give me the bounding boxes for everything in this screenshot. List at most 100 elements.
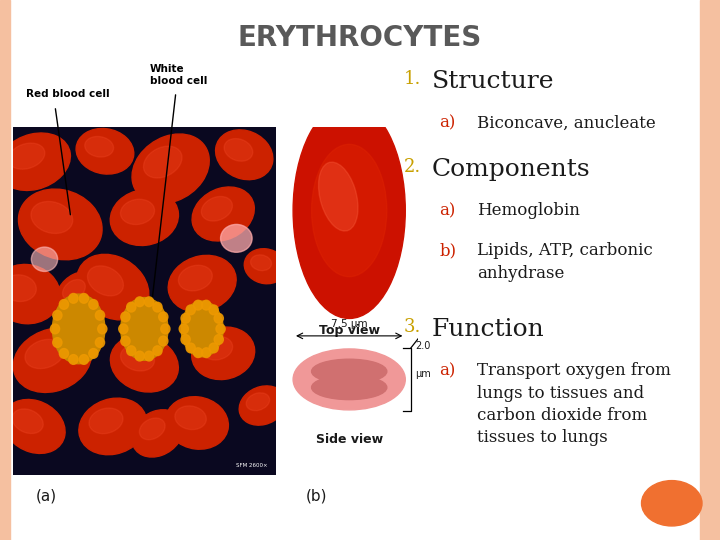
Ellipse shape xyxy=(95,310,104,320)
Ellipse shape xyxy=(192,187,254,241)
Ellipse shape xyxy=(110,190,179,246)
Text: Top view: Top view xyxy=(319,323,379,336)
Ellipse shape xyxy=(76,129,134,174)
Text: 2.: 2. xyxy=(404,158,421,176)
Text: a): a) xyxy=(439,202,456,219)
Ellipse shape xyxy=(293,103,405,319)
Ellipse shape xyxy=(161,324,170,334)
Ellipse shape xyxy=(201,336,233,360)
Text: a): a) xyxy=(439,114,456,131)
Ellipse shape xyxy=(63,280,85,300)
Text: Hemoglobin: Hemoglobin xyxy=(477,202,580,219)
Ellipse shape xyxy=(53,294,105,364)
Ellipse shape xyxy=(32,247,58,272)
Text: Components: Components xyxy=(432,158,590,181)
Text: 2.0: 2.0 xyxy=(415,341,431,351)
Ellipse shape xyxy=(9,143,45,169)
Ellipse shape xyxy=(121,298,168,360)
Ellipse shape xyxy=(179,324,189,334)
Ellipse shape xyxy=(0,265,60,324)
Ellipse shape xyxy=(209,343,218,353)
Text: a): a) xyxy=(439,362,456,379)
Ellipse shape xyxy=(50,324,60,334)
Ellipse shape xyxy=(132,410,184,457)
Ellipse shape xyxy=(318,162,358,231)
Ellipse shape xyxy=(59,300,68,309)
Text: Lipids, ATP, carbonic
anhydrase: Lipids, ATP, carbonic anhydrase xyxy=(477,242,653,282)
Ellipse shape xyxy=(132,134,210,204)
Ellipse shape xyxy=(186,343,195,353)
Ellipse shape xyxy=(246,393,269,410)
Ellipse shape xyxy=(127,346,136,355)
Ellipse shape xyxy=(209,305,218,315)
Ellipse shape xyxy=(79,293,89,303)
Text: µm: µm xyxy=(415,369,431,379)
Ellipse shape xyxy=(119,324,128,334)
Ellipse shape xyxy=(25,339,64,369)
Text: 3.: 3. xyxy=(404,318,421,336)
Ellipse shape xyxy=(312,144,387,276)
Text: Side view: Side view xyxy=(315,434,383,447)
Ellipse shape xyxy=(53,338,62,347)
Ellipse shape xyxy=(175,406,207,430)
Ellipse shape xyxy=(121,312,130,322)
Ellipse shape xyxy=(192,327,255,380)
Ellipse shape xyxy=(244,249,287,284)
Ellipse shape xyxy=(143,146,182,178)
Ellipse shape xyxy=(55,272,102,316)
Bar xyxy=(0,0,10,540)
Ellipse shape xyxy=(53,310,62,320)
Ellipse shape xyxy=(121,336,130,346)
Text: Biconcave, anucleate: Biconcave, anucleate xyxy=(477,114,656,131)
Ellipse shape xyxy=(216,324,225,334)
Ellipse shape xyxy=(98,324,107,334)
Text: b): b) xyxy=(439,242,456,259)
Ellipse shape xyxy=(168,255,236,312)
Ellipse shape xyxy=(181,335,190,345)
Ellipse shape xyxy=(153,302,162,312)
Ellipse shape xyxy=(0,133,71,191)
Ellipse shape xyxy=(215,130,273,180)
Ellipse shape xyxy=(135,351,144,361)
Ellipse shape xyxy=(194,300,203,310)
Ellipse shape xyxy=(77,254,149,320)
Ellipse shape xyxy=(31,201,73,233)
Ellipse shape xyxy=(181,301,223,357)
Ellipse shape xyxy=(59,348,68,359)
Ellipse shape xyxy=(79,398,147,455)
Text: 7.5 µm: 7.5 µm xyxy=(331,319,367,329)
Text: SFM 2600×: SFM 2600× xyxy=(236,463,268,468)
Ellipse shape xyxy=(153,346,162,355)
Ellipse shape xyxy=(202,300,211,310)
Ellipse shape xyxy=(312,359,387,383)
Text: (a): (a) xyxy=(36,489,57,504)
Ellipse shape xyxy=(224,139,253,161)
Text: (b): (b) xyxy=(306,489,328,504)
Ellipse shape xyxy=(127,302,136,312)
Circle shape xyxy=(642,481,702,526)
Text: Red blood cell: Red blood cell xyxy=(26,89,109,99)
Ellipse shape xyxy=(89,408,123,434)
Ellipse shape xyxy=(120,199,155,225)
Ellipse shape xyxy=(95,338,104,347)
Ellipse shape xyxy=(69,355,78,365)
Ellipse shape xyxy=(110,335,179,392)
Text: Function: Function xyxy=(432,318,545,341)
Text: 1.: 1. xyxy=(404,70,421,88)
Text: White
blood cell: White blood cell xyxy=(150,64,207,86)
Ellipse shape xyxy=(251,255,271,271)
Ellipse shape xyxy=(158,312,168,322)
Ellipse shape xyxy=(14,328,91,393)
Text: Structure: Structure xyxy=(432,70,554,93)
Ellipse shape xyxy=(239,386,286,425)
Ellipse shape xyxy=(2,275,36,301)
Ellipse shape xyxy=(166,397,228,449)
Bar xyxy=(700,0,720,540)
Ellipse shape xyxy=(19,189,102,260)
Ellipse shape xyxy=(85,137,114,157)
Ellipse shape xyxy=(145,351,153,361)
Text: ERYTHROCYTES: ERYTHROCYTES xyxy=(238,24,482,52)
Ellipse shape xyxy=(89,300,98,309)
Ellipse shape xyxy=(214,313,223,323)
Ellipse shape xyxy=(179,265,212,291)
